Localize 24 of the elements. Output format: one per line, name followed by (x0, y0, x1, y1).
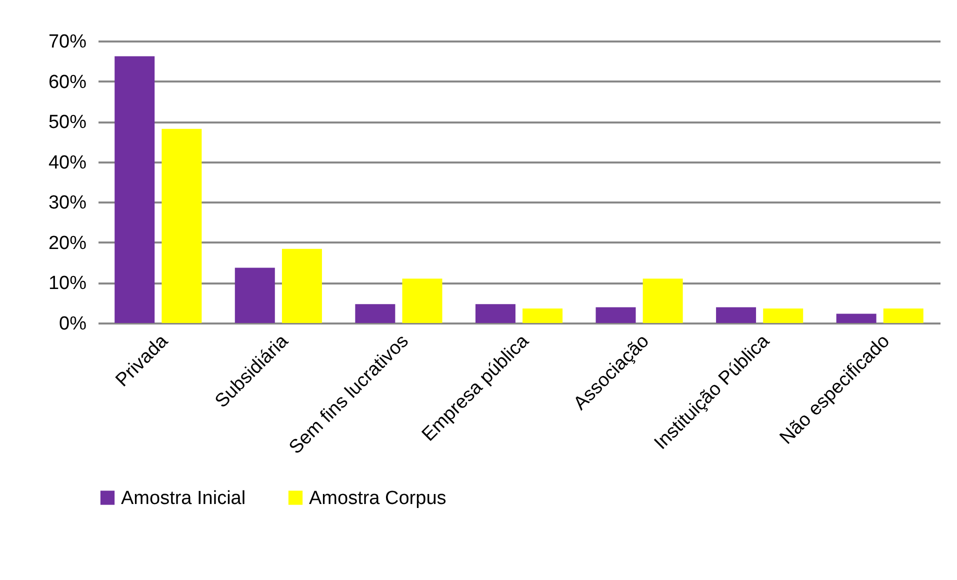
y-tick-label: 40% (48, 152, 87, 174)
y-tick-label: 10% (48, 273, 87, 294)
y-tick-label: 20% (48, 232, 87, 254)
bar (282, 248, 322, 323)
y-tick-label: 70% (48, 32, 87, 52)
bar (642, 278, 683, 323)
bar (402, 278, 442, 323)
bar (355, 304, 396, 323)
bar (475, 304, 516, 323)
bar (596, 307, 636, 323)
bar (162, 128, 202, 323)
bar (522, 308, 563, 323)
bar (763, 308, 804, 323)
bar (716, 307, 756, 323)
y-tick-label: 0% (59, 314, 87, 334)
bar (234, 268, 275, 323)
y-tick-label: 60% (48, 72, 87, 93)
bar (883, 308, 924, 323)
legend-label: Amostra Corpus (309, 488, 446, 509)
y-tick-label: 30% (48, 192, 87, 214)
bar (114, 56, 155, 323)
y-tick-label: 50% (48, 112, 87, 134)
bar (836, 314, 876, 323)
legend-label: Amostra Inicial (121, 488, 246, 509)
